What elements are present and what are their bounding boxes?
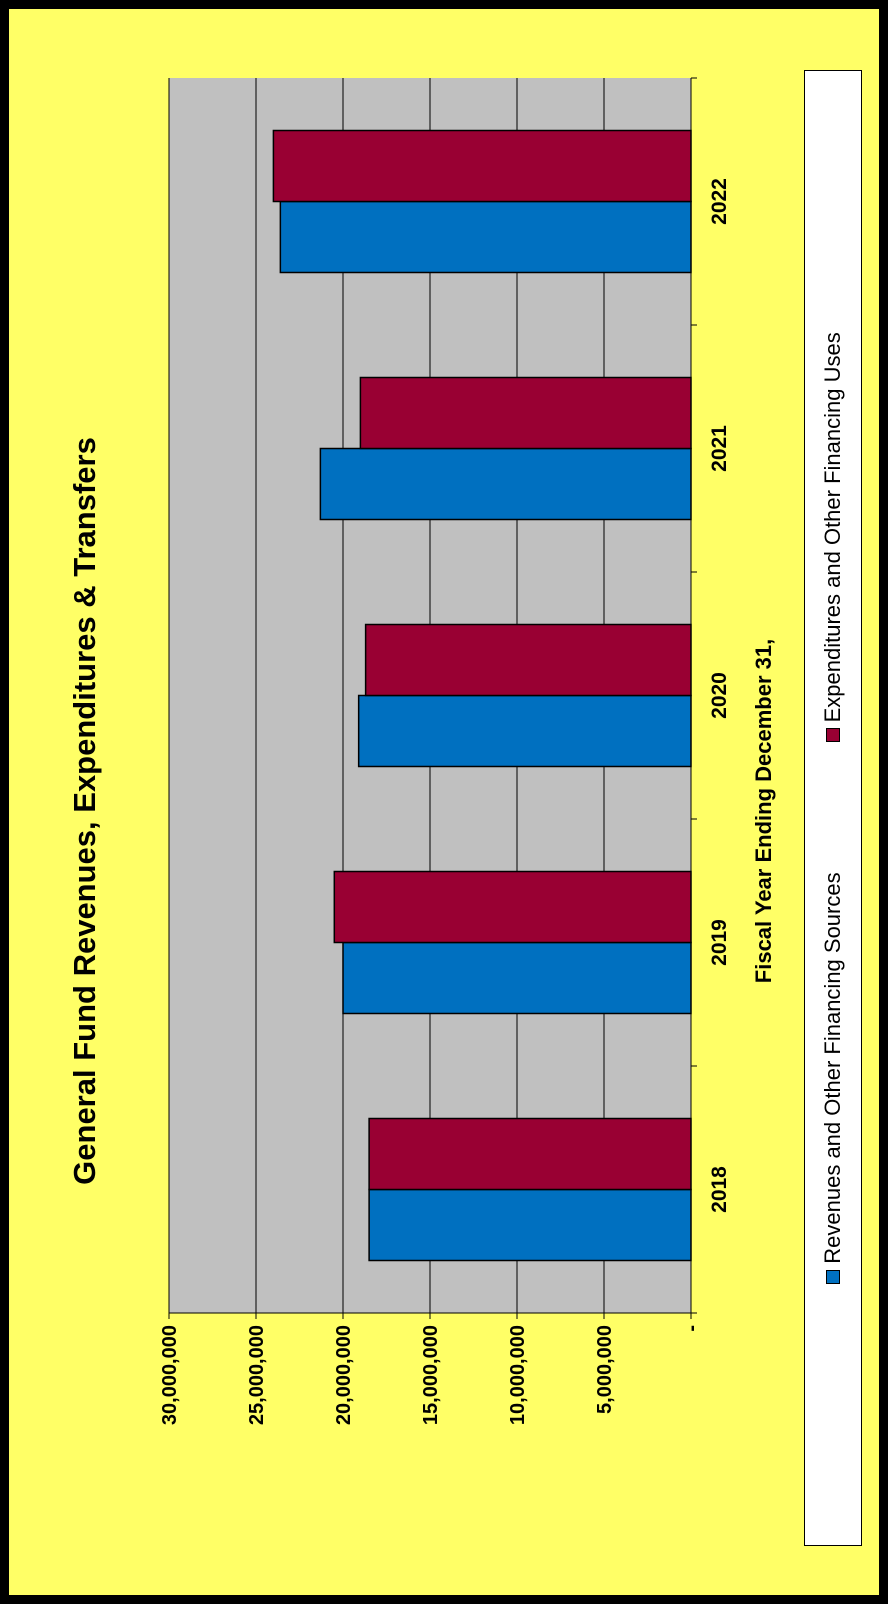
y-tick-label: 25,000,000 bbox=[246, 1325, 268, 1425]
bar-expenditures-2019 bbox=[333, 870, 692, 944]
x-tick-label: 2021 bbox=[708, 425, 731, 472]
y-tick-label: 10,000,000 bbox=[507, 1325, 529, 1425]
chart-rotated-canvas: General Fund Revenues, Expenditures & Tr… bbox=[9, 9, 888, 1613]
legend-label-revenues: Revenues and Other Financing Sources bbox=[820, 872, 845, 1264]
bar-expenditures-2022 bbox=[272, 129, 692, 203]
y-tick-label: - bbox=[681, 1325, 703, 1332]
bar-revenues-2018 bbox=[368, 1188, 692, 1262]
legend-entry-expenditures: Expenditures and Other Financing Uses bbox=[820, 332, 846, 743]
y-tick-label: 30,000,000 bbox=[159, 1325, 181, 1425]
legend-label-expenditures: Expenditures and Other Financing Uses bbox=[820, 332, 845, 723]
bar-expenditures-2021 bbox=[359, 376, 692, 450]
legend-swatch-expenditures bbox=[826, 728, 840, 743]
legend-swatch-revenues bbox=[826, 1269, 840, 1284]
x-tick-label: 2018 bbox=[708, 1166, 731, 1213]
bar-revenues-2019 bbox=[342, 941, 692, 1015]
x-tick-label: 2020 bbox=[708, 672, 731, 719]
x-tick-label: 2019 bbox=[708, 919, 731, 966]
legend: Revenues and Other Financing Sources Exp… bbox=[804, 70, 862, 1546]
y-tick-label: 15,000,000 bbox=[420, 1325, 442, 1425]
bar-revenues-2020 bbox=[357, 694, 692, 768]
x-axis-title: Fiscal Year Ending December 31, bbox=[751, 638, 776, 984]
bar-revenues-2022 bbox=[279, 200, 692, 274]
x-tick-label: 2022 bbox=[708, 178, 731, 225]
bar-revenues-2021 bbox=[319, 447, 692, 521]
legend-entry-revenues: Revenues and Other Financing Sources bbox=[820, 872, 846, 1284]
bar-expenditures-2020 bbox=[364, 623, 692, 697]
plot-area: - 5,000,000 10,000,000 15,000,000 20,000,000… bbox=[159, 77, 731, 1425]
y-tick-label: 20,000,000 bbox=[333, 1325, 355, 1425]
bar-expenditures-2018 bbox=[368, 1117, 692, 1191]
y-tick-label: 5,000,000 bbox=[594, 1325, 616, 1414]
